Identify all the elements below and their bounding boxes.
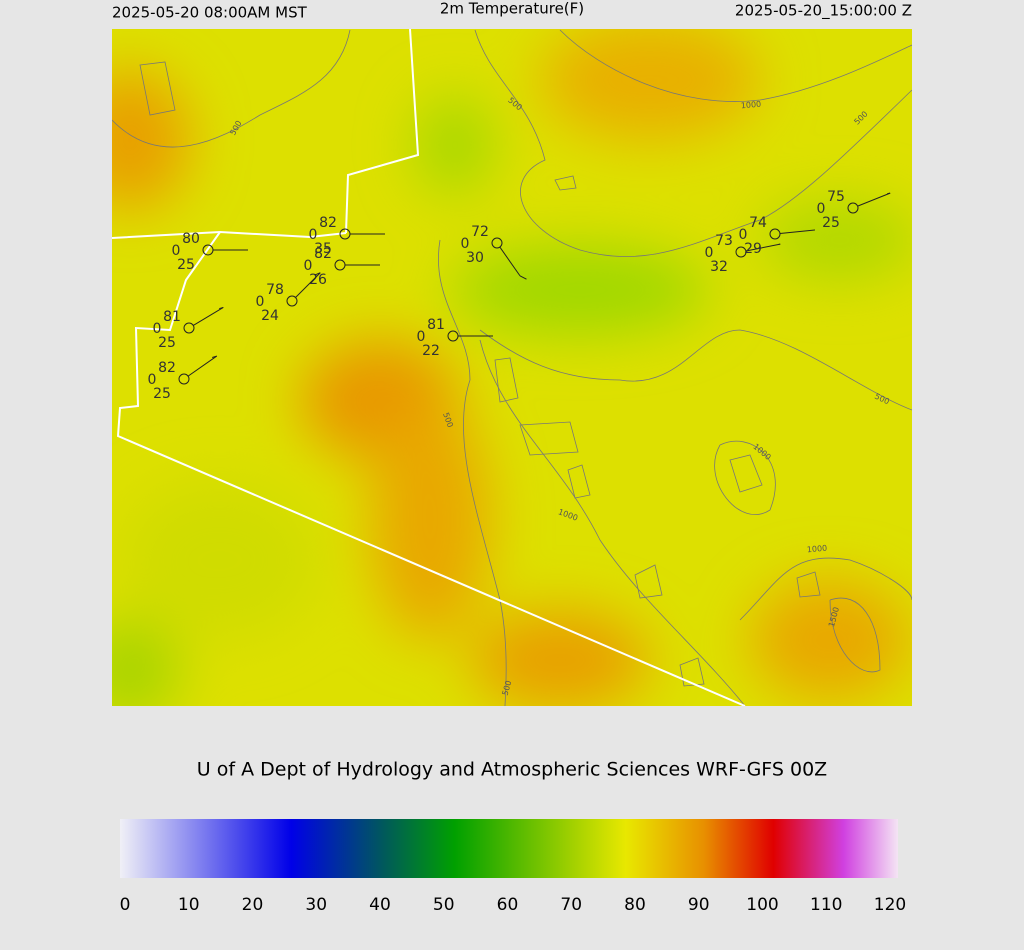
header-right: 2025-05-20_15:00:00 Z bbox=[735, 2, 912, 21]
station-circle bbox=[847, 202, 859, 214]
contour-label: 1000 bbox=[806, 544, 827, 555]
station-dewpoint: 32 bbox=[710, 259, 728, 275]
station-dewpoint: 29 bbox=[744, 241, 762, 257]
station-dewpoint: 35 bbox=[314, 241, 332, 257]
station-temp: 82 bbox=[314, 246, 332, 262]
station-dewpoint: 25 bbox=[822, 215, 840, 231]
station-temp: 72 bbox=[471, 224, 489, 240]
station-cover: 0 bbox=[417, 329, 426, 345]
wind-barb bbox=[295, 272, 321, 298]
colorbar-tick-label: 50 bbox=[433, 895, 455, 915]
station-dewpoint: 26 bbox=[309, 272, 327, 288]
wind-barb bbox=[779, 229, 815, 235]
map-field bbox=[112, 29, 912, 706]
colorbar-tick-label: 90 bbox=[688, 895, 710, 915]
station-cover: 0 bbox=[739, 227, 748, 243]
wind-barb bbox=[857, 192, 891, 207]
colorbar-tick-label: 110 bbox=[810, 895, 842, 915]
station-cover: 0 bbox=[172, 243, 181, 259]
station-dewpoint: 25 bbox=[177, 257, 195, 273]
station-cover: 0 bbox=[148, 372, 157, 388]
station-circle bbox=[286, 295, 298, 307]
colorbar bbox=[120, 819, 898, 878]
station-dewpoint: 25 bbox=[158, 335, 176, 351]
station-circle bbox=[339, 228, 351, 240]
station-circle bbox=[178, 373, 190, 385]
wind-barb-flag bbox=[212, 355, 217, 358]
wind-barb bbox=[193, 306, 224, 326]
station-circle bbox=[183, 322, 195, 334]
station-temp: 75 bbox=[827, 189, 845, 205]
station-temp: 82 bbox=[319, 215, 337, 231]
colorbar-tick-label: 30 bbox=[305, 895, 327, 915]
station-dewpoint: 22 bbox=[422, 343, 440, 359]
station-dewpoint: 24 bbox=[261, 308, 279, 324]
station-circle bbox=[202, 244, 214, 256]
station-circle bbox=[491, 237, 503, 249]
wind-barb-flag bbox=[519, 275, 527, 280]
station-circle bbox=[447, 330, 459, 342]
station-temp: 74 bbox=[749, 215, 767, 231]
colorbar-tick-label: 70 bbox=[560, 895, 582, 915]
station-cover: 0 bbox=[256, 294, 265, 310]
station-temp: 73 bbox=[715, 233, 733, 249]
station-temp: 81 bbox=[427, 317, 445, 333]
map-title: 2m Temperature(F) bbox=[440, 0, 584, 18]
wind-barb bbox=[187, 355, 218, 377]
wind-barb-flag bbox=[219, 306, 224, 310]
station-temp: 78 bbox=[266, 282, 284, 298]
colorbar-tick-label: 60 bbox=[497, 895, 519, 915]
contour-label: 500 bbox=[501, 679, 514, 696]
station-circle bbox=[735, 246, 747, 258]
colorbar-tick-label: 20 bbox=[242, 895, 264, 915]
wind-barb bbox=[499, 246, 521, 277]
station-circle bbox=[334, 259, 346, 271]
station-temp: 81 bbox=[163, 309, 181, 325]
colorbar-tick-label: 0 bbox=[120, 895, 131, 915]
station-cover: 0 bbox=[705, 245, 714, 261]
station-cover: 0 bbox=[309, 227, 318, 243]
station-dewpoint: 25 bbox=[153, 386, 171, 402]
station-temp: 80 bbox=[182, 231, 200, 247]
colorbar-tick-label: 80 bbox=[624, 895, 646, 915]
station-cover: 0 bbox=[304, 258, 313, 274]
station-cover: 0 bbox=[153, 321, 162, 337]
contour-label: 1000 bbox=[740, 100, 761, 111]
station-temp: 82 bbox=[158, 360, 176, 376]
colorbar-tick-label: 40 bbox=[369, 895, 391, 915]
station-cover: 0 bbox=[461, 236, 470, 252]
station-dewpoint: 30 bbox=[466, 250, 484, 266]
station-circle bbox=[769, 228, 781, 240]
header-left: 2025-05-20 08:00AM MST bbox=[112, 4, 308, 22]
wind-barb-flag bbox=[314, 272, 321, 276]
colorbar-tick-label: 120 bbox=[874, 895, 906, 915]
colorbar-tick-label: 10 bbox=[178, 895, 200, 915]
station-cover: 0 bbox=[817, 201, 826, 217]
wind-barb bbox=[745, 243, 781, 252]
credit: U of A Dept of Hydrology and Atmospheric… bbox=[197, 759, 827, 781]
colorbar-tick-label: 100 bbox=[746, 895, 778, 915]
wind-barb-flag bbox=[887, 192, 891, 195]
